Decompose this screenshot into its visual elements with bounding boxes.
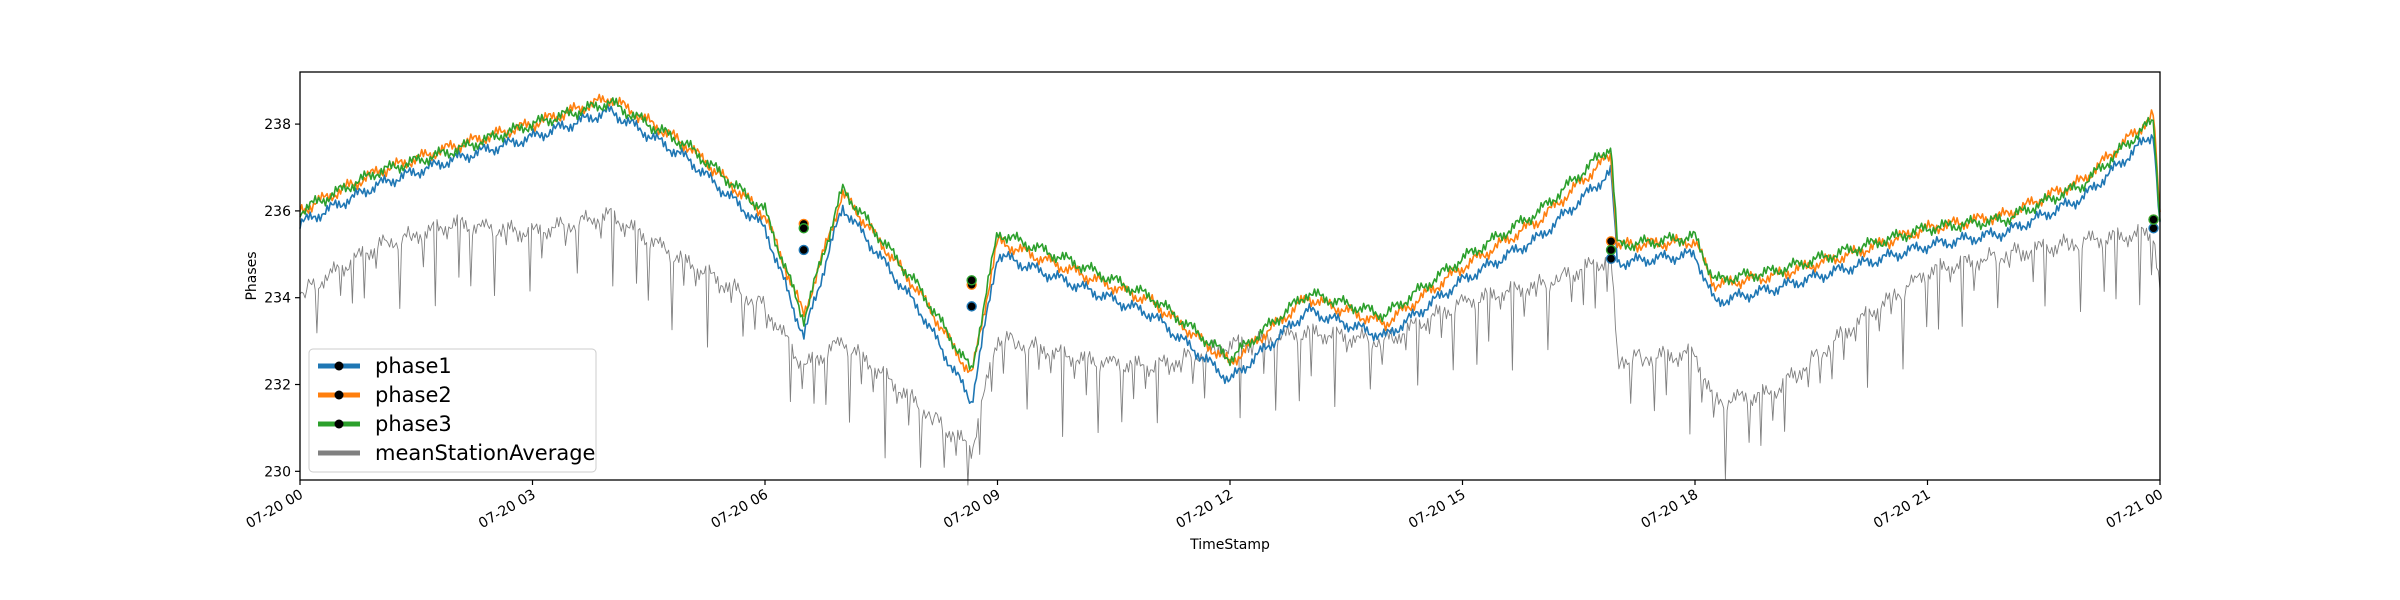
legend-marker (334, 361, 344, 371)
legend: phase1 phase2 phase3 meanStationAverage (308, 348, 597, 473)
x-tick-label: 07-20 15 (1406, 487, 1469, 532)
legend-marker (334, 390, 344, 400)
x-tick-label: 07-21 00 (2103, 487, 2166, 532)
y-tick-label: 230 (264, 464, 291, 480)
x-axis-label: TimeStamp (1189, 537, 1270, 553)
marker-phase1 (798, 244, 809, 256)
x-tick-label: 07-20 18 (1638, 487, 1701, 532)
series-line-phase3 (299, 97, 2161, 371)
marker-phase3 (2148, 214, 2159, 225)
marker-phase3 (798, 223, 809, 234)
marker-phase1 (2148, 223, 2159, 234)
legend-marker (334, 419, 344, 429)
marker-layer (798, 214, 2159, 312)
legend-label-phase1: phase1 (375, 354, 452, 378)
legend-label-phase3: phase3 (375, 412, 452, 436)
y-tick-label: 232 (264, 378, 291, 394)
x-tick-label: 07-20 21 (1871, 487, 1934, 532)
series-layer (299, 93, 2161, 486)
x-axis-ticks: 07-20 00 07-20 03 07-20 06 07-20 09 07-20 12… (243, 480, 2166, 532)
marker-phase3 (1605, 244, 1617, 256)
series-line-meanStationAverage (299, 207, 2161, 486)
marker-phase3 (966, 275, 977, 286)
y-tick-label: 234 (264, 291, 291, 307)
series-line-phase1 (299, 103, 2161, 404)
marker-phase1 (1605, 253, 1617, 264)
legend-label-phase2: phase2 (375, 383, 452, 407)
y-tick-label: 236 (264, 204, 291, 220)
y-tick-label: 238 (264, 117, 291, 133)
x-tick-label: 07-20 12 (1173, 487, 1236, 532)
legend-box (308, 348, 597, 473)
x-tick-label: 07-20 09 (941, 487, 1004, 532)
legend-label-meanStationAverage: meanStationAverage (375, 441, 595, 465)
y-axis-label: Phases (244, 251, 260, 300)
marker-phase1 (966, 301, 977, 312)
x-tick-label: 07-20 06 (708, 487, 771, 532)
marker-phase2 (1605, 236, 1617, 247)
y-axis-ticks: 230 232 234 236 238 (264, 117, 300, 480)
x-tick-label: 07-20 00 (243, 487, 306, 532)
x-tick-label: 07-20 03 (476, 487, 539, 532)
